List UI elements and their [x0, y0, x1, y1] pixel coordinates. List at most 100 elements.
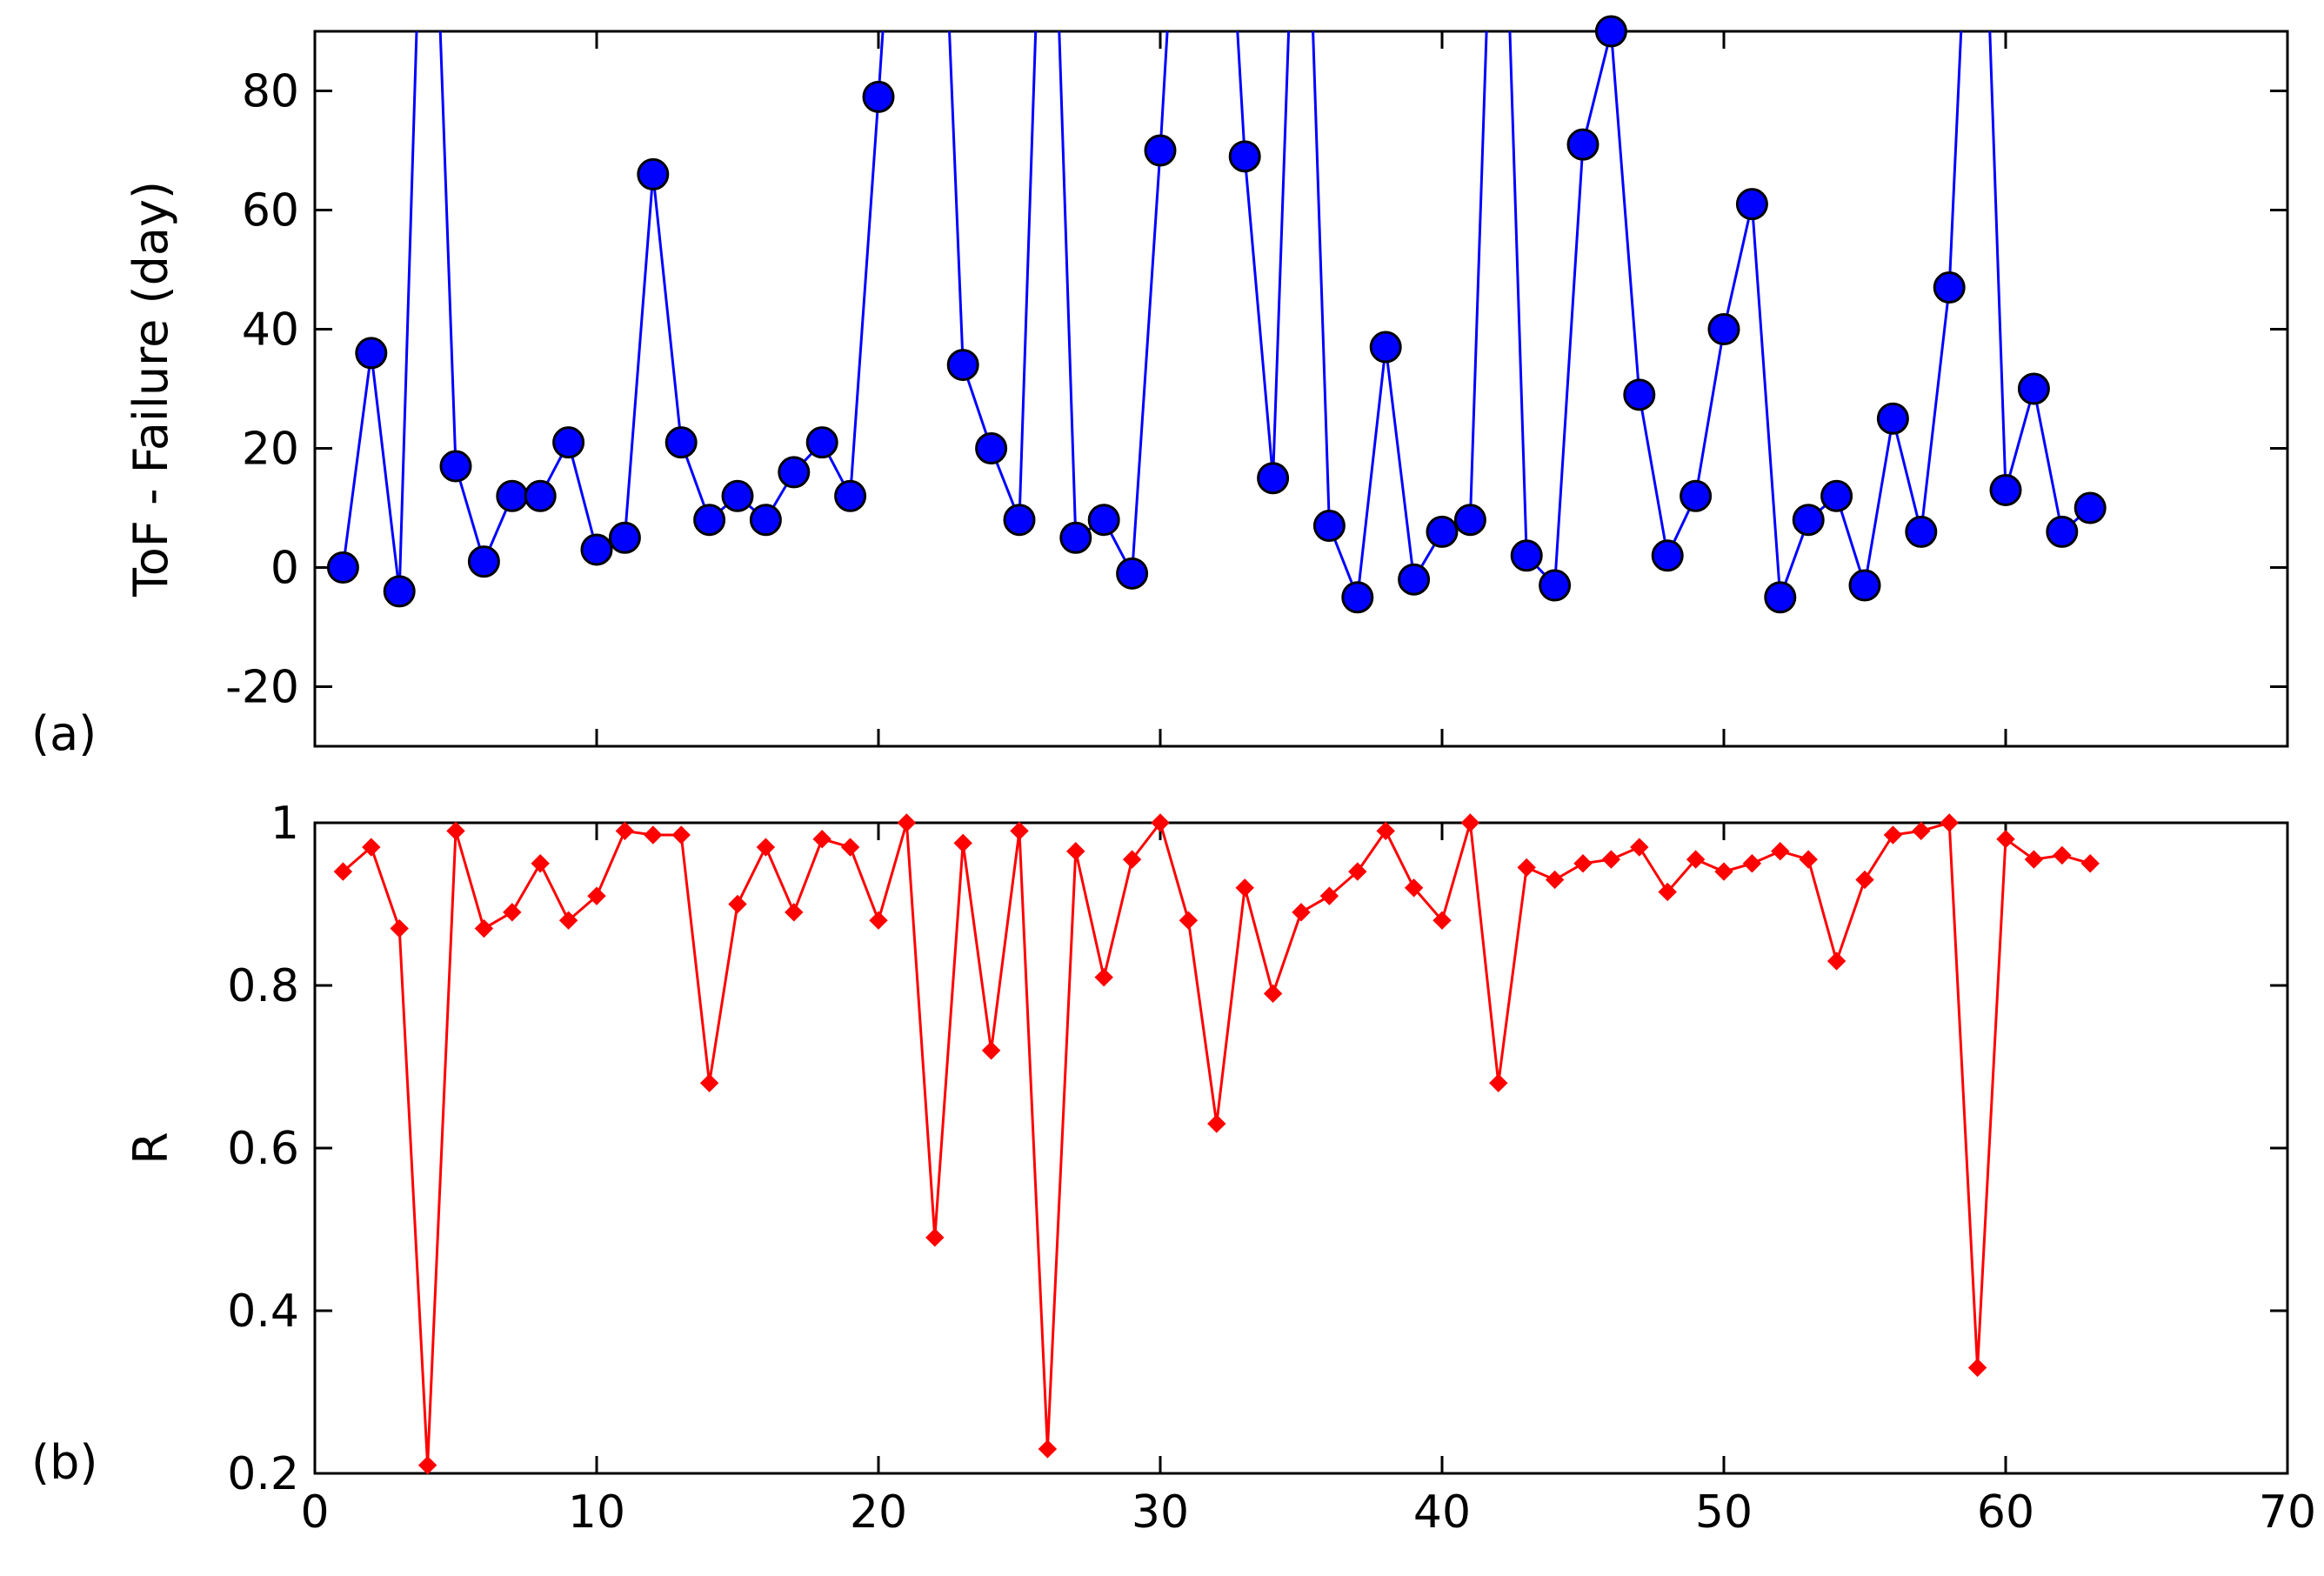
data-point	[1686, 850, 1706, 869]
data-point	[1883, 825, 1903, 845]
data-point	[1038, 1439, 1058, 1459]
panel-a-series	[341, 31, 2092, 598]
data-point	[1566, 128, 1599, 161]
data-point	[644, 825, 663, 845]
data-point	[778, 456, 811, 489]
data-point	[1144, 134, 1177, 167]
xtick-label: 0	[300, 1486, 329, 1539]
data-point	[805, 426, 838, 459]
series-line	[341, 31, 2092, 598]
data-point	[1207, 1114, 1226, 1133]
data-point	[749, 504, 782, 537]
data-point	[2053, 845, 2072, 865]
data-point	[558, 911, 578, 930]
ytick-label: 1	[270, 798, 299, 850]
data-point	[1594, 15, 1627, 48]
data-point	[1453, 504, 1486, 537]
data-point	[1855, 870, 1874, 890]
data-point	[925, 1228, 945, 1247]
data-point	[2080, 854, 2100, 873]
data-point	[587, 886, 606, 905]
data-point	[1517, 858, 1536, 878]
data-point	[1292, 903, 1311, 922]
data-point	[362, 838, 381, 857]
data-point	[2017, 372, 2050, 405]
data-point	[531, 854, 550, 873]
data-point	[496, 479, 529, 512]
data-point	[1348, 862, 1367, 881]
ytick-label: 0.8	[227, 960, 299, 1012]
panel-b-ylabel: R	[124, 1132, 178, 1165]
data-point	[728, 894, 747, 914]
xtick-label: 40	[1413, 1486, 1471, 1539]
data-point	[1573, 854, 1593, 873]
data-point	[503, 903, 522, 922]
panel-a-label: (a)	[31, 706, 97, 761]
data-point	[1912, 821, 1931, 841]
data-point	[1826, 952, 1847, 971]
data-point	[664, 426, 698, 459]
ytick-label: 0	[270, 543, 299, 595]
data-point	[1933, 271, 1966, 304]
panel-a-ytick-labels: -20 0 20 40 60 80	[225, 66, 299, 714]
data-point	[580, 533, 613, 566]
data-point	[1967, 1358, 1987, 1378]
data-point	[615, 821, 635, 841]
data-point	[608, 521, 641, 554]
panel-a: -20 0 20 40 60 80 ToF - Failure (day) (a)	[31, 15, 2289, 761]
data-point	[1771, 842, 1790, 861]
data-point	[524, 479, 557, 512]
xtick-label: 20	[850, 1486, 907, 1539]
data-point	[1742, 854, 1762, 873]
data-point	[1876, 402, 1909, 435]
data-point	[975, 432, 1008, 464]
ytick-label: 20	[242, 424, 299, 476]
data-point	[1426, 515, 1459, 548]
data-point	[1658, 882, 1677, 902]
data-point	[1059, 521, 1092, 554]
ytick-label: -20	[225, 662, 299, 714]
data-point	[756, 838, 776, 857]
ytick-label: 0.4	[227, 1286, 299, 1338]
data-point	[1257, 462, 1290, 495]
data-point	[1996, 829, 2015, 849]
panel-b-label: (b)	[31, 1435, 97, 1490]
data-point	[862, 80, 895, 113]
ytick-label: 0.2	[227, 1448, 299, 1500]
ytick-label: 60	[242, 185, 299, 237]
data-point	[1404, 878, 1424, 898]
data-point	[326, 551, 359, 584]
data-point	[1707, 313, 1740, 345]
data-point	[439, 450, 472, 483]
data-point	[812, 829, 831, 849]
panel-b: 0.2 0.4 0.6 0.8 1 0 10 20 30 40 50 60 70 R (b)	[31, 798, 2316, 1539]
data-point	[637, 157, 670, 190]
data-point	[953, 833, 972, 853]
data-point	[467, 545, 500, 578]
ytick-label: 40	[242, 304, 299, 357]
data-point	[2046, 515, 2079, 548]
data-point	[1087, 504, 1120, 537]
data-point	[946, 349, 979, 382]
data-point	[552, 426, 585, 459]
data-point	[1735, 188, 1768, 221]
data-point	[671, 825, 691, 845]
ytick-label: 0.6	[227, 1123, 299, 1175]
data-point	[1319, 886, 1339, 905]
data-point	[1510, 539, 1543, 572]
data-point	[1848, 569, 1881, 602]
data-point	[1235, 878, 1254, 898]
data-point	[1122, 850, 1142, 869]
data-point	[1539, 569, 1572, 602]
data-point	[1820, 479, 1853, 512]
data-point	[1398, 563, 1431, 596]
data-point	[355, 337, 388, 370]
data-point	[1680, 479, 1713, 512]
data-point	[1989, 473, 2022, 506]
panel-b-ticks	[313, 821, 2289, 1475]
data-point	[390, 918, 409, 938]
panel-a-markers	[326, 15, 2107, 614]
panel-b-xtick-labels: 0 10 20 30 40 50 60 70	[300, 1486, 2316, 1539]
panel-b-ytick-labels: 0.2 0.4 0.6 0.8 1	[227, 798, 299, 1500]
